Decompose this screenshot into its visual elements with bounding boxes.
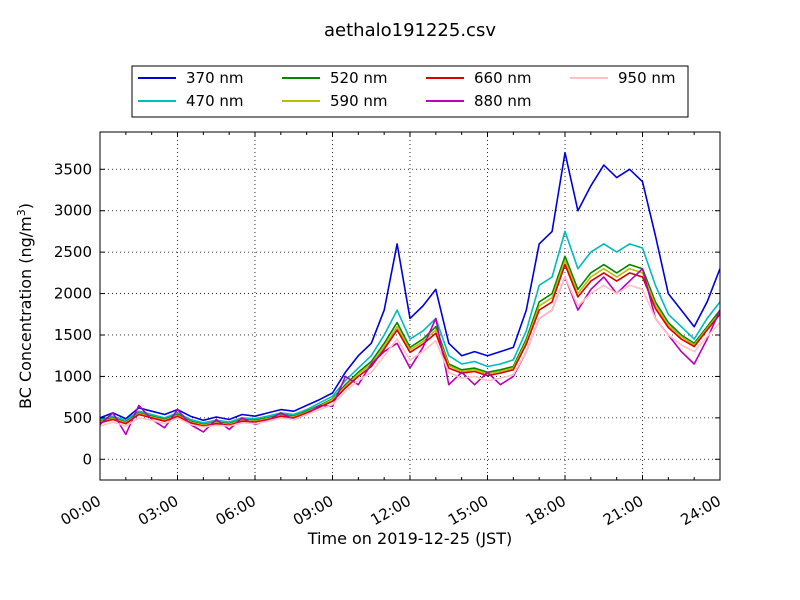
y-tick-label: 1500 [54,326,92,344]
legend-label: 370 nm [186,69,244,87]
legend-entry: 950 nm [570,69,676,87]
chart-title: aethalo191225.csv [324,20,496,41]
series-370-nm [100,151,720,422]
y-axis-label: BC Concentration (ng/m3) [15,203,35,409]
legend-frame [131,65,689,118]
y-axis-label-main: BC Concentration (ng/m [16,216,35,409]
legend-label: 470 nm [186,92,244,110]
y-tick-label: 500 [63,409,92,427]
legend-label: 880 nm [474,92,532,110]
series-470-nm [100,230,720,424]
y-tick-label: 0 [82,450,92,468]
series-950-nm [100,276,720,428]
legend-entry: 880 nm [426,92,532,110]
legend-entry: 470 nm [138,92,244,110]
plot-frame [99,131,721,481]
series-660-nm [100,263,720,427]
legend-label: 950 nm [618,69,676,87]
legend-entry: 520 nm [282,69,388,87]
legend-entry: 370 nm [138,69,244,87]
y-tick-label: 2500 [54,243,92,261]
y-tick-label: 2000 [54,285,92,303]
y-tick-label: 3500 [54,160,92,178]
y-axis-label-close: ) [16,203,35,209]
legend-entry: 660 nm [426,69,532,87]
legend-entry: 590 nm [282,92,388,110]
y-tick-label: 3000 [54,202,92,220]
plot-area [99,131,721,481]
x-axis-label: Time on 2019-12-25 (JST) [307,529,512,548]
legend: 370 nm 470 nm 520 nm 590 nm 660 nm 880 nm 950 … [131,65,689,118]
legend-label: 520 nm [330,69,388,87]
y-tick-label: 1000 [54,367,92,385]
legend-label: 660 nm [474,69,532,87]
legend-label: 590 nm [330,92,388,110]
y-axis-label-sup: 3 [15,209,28,216]
